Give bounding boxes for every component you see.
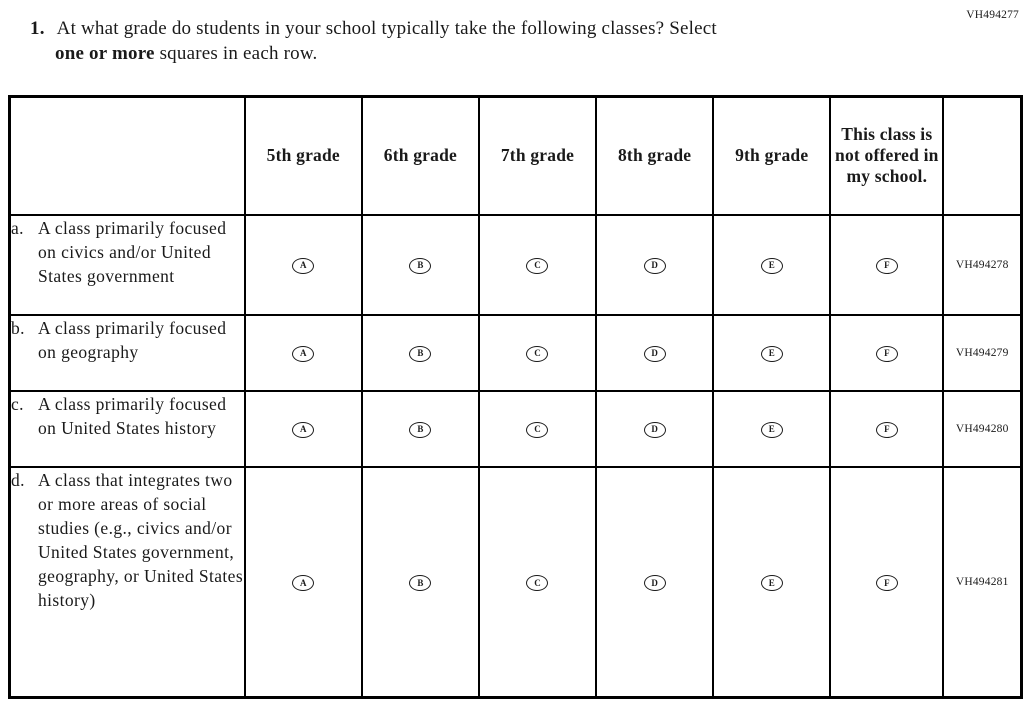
- option-bubble-D[interactable]: D: [643, 575, 666, 591]
- header-7th-grade: 7th grade: [477, 95, 598, 216]
- option-cell: A: [243, 313, 363, 392]
- table-row: b. A class primarily focused on geography…: [8, 313, 1023, 392]
- table-header: 5th grade 6th grade 7th grade 8th grade …: [8, 95, 1023, 216]
- option-bubble-E[interactable]: E: [760, 345, 783, 362]
- option-bubble-C[interactable]: C: [526, 345, 549, 362]
- header-9th-grade: 9th grade: [712, 95, 832, 216]
- row-letter: a.: [11, 217, 24, 238]
- row-code: VH494279: [942, 313, 1023, 392]
- table-row: d. A class that integrates two or more ar…: [8, 465, 1023, 699]
- option-bubble-F[interactable]: F: [875, 345, 898, 362]
- option-cell: C: [477, 465, 598, 699]
- option-cell: D: [595, 389, 715, 468]
- option-bubble-D[interactable]: D: [643, 421, 666, 438]
- option-cell: F: [829, 389, 945, 468]
- option-cell: F: [829, 465, 945, 699]
- row-label-cell: d. A class that integrates two or more ar…: [8, 465, 246, 699]
- page-code: VH494277: [966, 9, 1019, 21]
- row-label-cell: b. A class primarily focused on geography: [8, 313, 246, 392]
- row-label: A class that integrates two or more area…: [38, 469, 244, 610]
- row-letter: c.: [11, 393, 24, 414]
- option-bubble-F[interactable]: F: [875, 421, 898, 438]
- question-line2-rest: squares in each row.: [154, 43, 318, 64]
- option-bubble-A[interactable]: A: [292, 257, 315, 274]
- grade-selection-table: 5th grade 6th grade 7th grade 8th grade …: [8, 95, 1023, 699]
- option-cell: A: [243, 389, 363, 468]
- row-label-cell: c. A class primarily focused on United St…: [8, 389, 246, 468]
- option-bubble-A[interactable]: A: [292, 421, 315, 438]
- option-cell: B: [360, 389, 480, 468]
- option-bubble-C[interactable]: C: [526, 421, 549, 438]
- option-bubble-F[interactable]: F: [875, 575, 898, 591]
- option-cell: D: [595, 465, 715, 699]
- option-bubble-B[interactable]: B: [409, 345, 432, 362]
- row-code: VH494278: [942, 213, 1023, 316]
- question-number: 1.: [30, 18, 45, 39]
- option-cell: B: [360, 313, 480, 392]
- option-cell: E: [712, 465, 832, 699]
- header-5th-grade: 5th grade: [243, 95, 363, 216]
- option-cell: B: [360, 465, 480, 699]
- question-line1: At what grade do students in your school…: [56, 18, 717, 39]
- row-code: VH494280: [942, 389, 1023, 468]
- table-row: c. A class primarily focused on United St…: [8, 389, 1023, 468]
- option-bubble-B[interactable]: B: [409, 575, 432, 591]
- row-label: A class primarily focused on United Stat…: [38, 393, 227, 438]
- option-bubble-C[interactable]: C: [526, 257, 549, 274]
- option-cell: C: [477, 213, 598, 316]
- question-line2: one or more squares in each row.: [55, 43, 317, 64]
- option-cell: F: [829, 213, 945, 316]
- option-bubble-A[interactable]: A: [292, 345, 315, 362]
- row-letter: d.: [11, 469, 25, 490]
- table-row: a. A class primarily focused on civics an…: [8, 213, 1023, 316]
- option-bubble-E[interactable]: E: [760, 257, 783, 274]
- row-letter: b.: [11, 317, 25, 338]
- option-bubble-D[interactable]: D: [643, 257, 666, 274]
- option-bubble-B[interactable]: B: [409, 421, 432, 438]
- option-cell: C: [477, 389, 598, 468]
- header-empty-cell: [8, 95, 246, 216]
- row-label: A class primarily focused on geography: [38, 317, 227, 362]
- option-bubble-D[interactable]: D: [643, 345, 666, 362]
- option-cell: E: [712, 389, 832, 468]
- header-8th-grade: 8th grade: [595, 95, 715, 216]
- row-label-cell: a. A class primarily focused on civics an…: [8, 213, 246, 316]
- option-bubble-E[interactable]: E: [760, 575, 783, 591]
- option-cell: C: [477, 313, 598, 392]
- option-cell: A: [243, 465, 363, 699]
- option-bubble-E[interactable]: E: [760, 421, 783, 438]
- option-cell: E: [712, 313, 832, 392]
- header-6th-grade: 6th grade: [360, 95, 480, 216]
- table-body: a. A class primarily focused on civics an…: [8, 213, 1023, 699]
- header-not-offered: This class is not offered in my school.: [829, 95, 945, 216]
- option-cell: D: [595, 313, 715, 392]
- option-cell: B: [360, 213, 480, 316]
- row-code: VH494281: [942, 465, 1023, 699]
- option-cell: D: [595, 213, 715, 316]
- option-cell: F: [829, 313, 945, 392]
- option-cell: E: [712, 213, 832, 316]
- header-code-column: [942, 95, 1023, 216]
- option-bubble-C[interactable]: C: [526, 575, 549, 591]
- option-bubble-A[interactable]: A: [292, 575, 315, 591]
- option-bubble-B[interactable]: B: [409, 257, 432, 274]
- question-bold-phrase: one or more: [55, 43, 155, 64]
- row-label: A class primarily focused on civics and/…: [38, 217, 227, 286]
- option-cell: A: [243, 213, 363, 316]
- question-text: 1. At what grade do students in your scho…: [30, 16, 910, 66]
- option-bubble-F[interactable]: F: [875, 257, 898, 274]
